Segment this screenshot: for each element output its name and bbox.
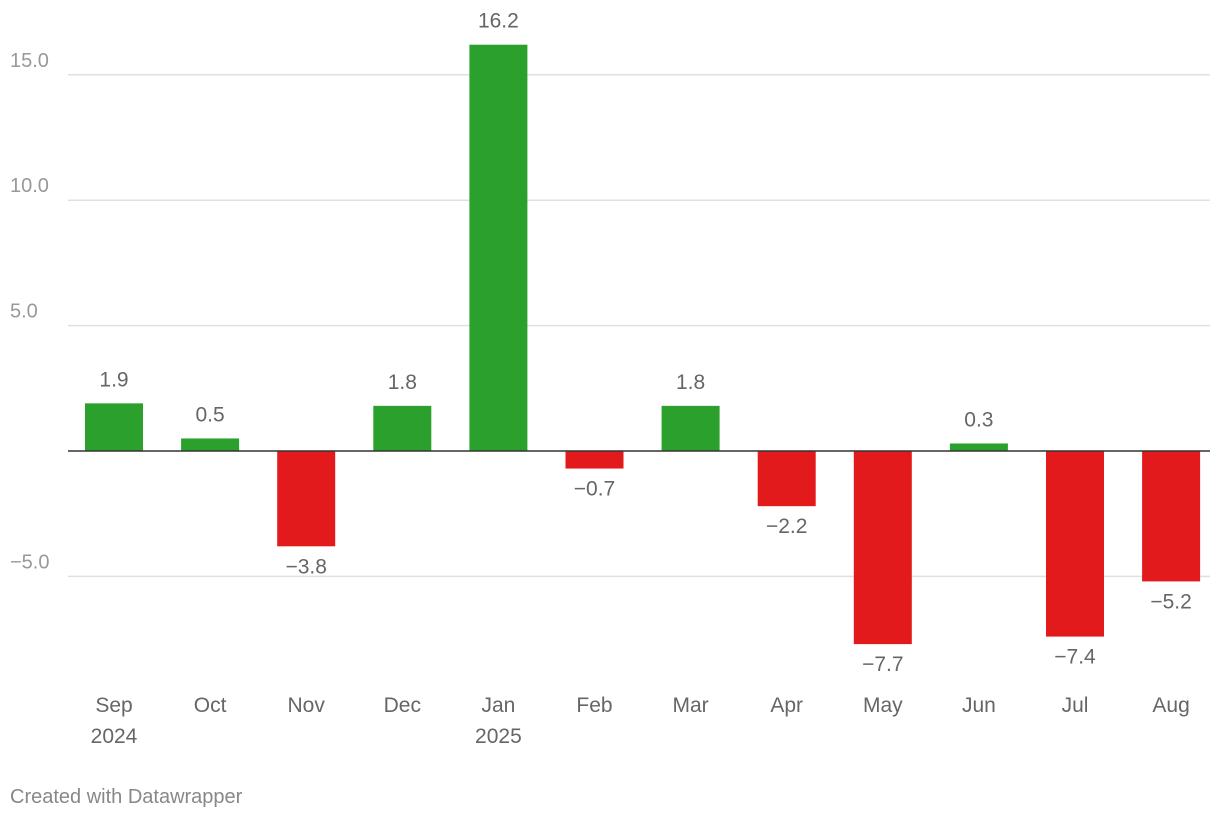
x-tick-label: Sep	[95, 694, 132, 717]
y-tick-label: 15.0	[10, 50, 49, 72]
x-tick-label: Apr	[770, 694, 803, 717]
bar-value-label: 0.5	[195, 403, 224, 426]
bar[interactable]	[1142, 451, 1201, 582]
bar[interactable]	[373, 405, 432, 451]
gridlines: 15.0 10.0 5.0 −5.0	[10, 50, 1210, 578]
x-tick-label: Oct	[194, 694, 227, 717]
bar-value-label: 0.3	[964, 408, 993, 431]
x-tick-label: Nov	[288, 694, 326, 717]
x-tick-label: Mar	[673, 694, 709, 717]
x-tick-label: Dec	[384, 694, 421, 717]
datawrapper-credit[interactable]: Created with Datawrapper	[10, 786, 243, 808]
bar-value-label: 16.2	[478, 10, 519, 33]
bar-value-label: 1.8	[388, 371, 417, 394]
x-tick-label: Feb	[576, 694, 612, 717]
y-tick-label: 10.0	[10, 175, 49, 197]
x-tick-label: Jan	[481, 694, 515, 717]
bar[interactable]	[469, 44, 528, 451]
x-tick-label: Jul	[1062, 694, 1089, 717]
bar-value-label: −2.2	[766, 515, 807, 538]
bar[interactable]	[949, 443, 1008, 451]
bar[interactable]	[565, 451, 624, 469]
y-tick-label: 5.0	[10, 301, 38, 323]
x-axis: Sep 2024 Oct Nov Dec Jan 2025 Feb Mar Apr May Jun Ju…	[91, 694, 1190, 748]
bar-value-label: 1.9	[99, 368, 128, 391]
bar-value-label: −5.2	[1150, 590, 1191, 613]
bar[interactable]	[277, 451, 336, 547]
bar[interactable]	[757, 451, 816, 507]
x-tick-label: Aug	[1152, 694, 1189, 717]
bar-value-label: −7.7	[862, 653, 903, 676]
bar-value-label: 1.8	[676, 371, 705, 394]
x-tick-sublabel: 2025	[475, 725, 522, 748]
x-tick-sublabel: 2024	[91, 725, 138, 748]
bar[interactable]	[853, 451, 912, 645]
bar[interactable]	[85, 403, 143, 451]
bar[interactable]	[661, 405, 720, 451]
x-tick-label: May	[863, 694, 903, 717]
bar-value-label: −3.8	[285, 555, 326, 578]
y-tick-label: −5.0	[10, 551, 49, 573]
bar[interactable]	[181, 438, 240, 451]
bar-value-label: −7.4	[1054, 646, 1096, 669]
bar-value-label: −0.7	[574, 478, 615, 501]
bars	[85, 44, 1201, 645]
x-tick-label: Jun	[962, 694, 996, 717]
value-labels: 1.9 0.5 −3.8 1.8 16.2 −0.7 1.8 −2.2 −7.7 0.3 −7.4 −…	[99, 10, 1191, 676]
bar[interactable]	[1046, 451, 1104, 637]
